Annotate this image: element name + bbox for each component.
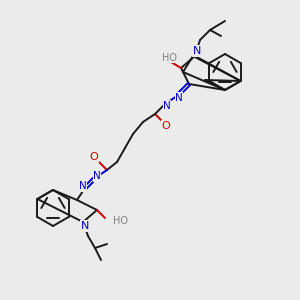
Text: N: N bbox=[93, 171, 101, 181]
Text: O: O bbox=[162, 121, 170, 131]
Text: N: N bbox=[81, 221, 89, 231]
Text: HO: HO bbox=[162, 53, 177, 63]
Text: N: N bbox=[175, 93, 183, 103]
Text: N: N bbox=[193, 46, 201, 56]
Text: O: O bbox=[162, 54, 170, 64]
Text: O: O bbox=[90, 152, 98, 162]
Text: HO: HO bbox=[113, 216, 128, 226]
Text: N: N bbox=[163, 101, 171, 111]
Text: N: N bbox=[79, 181, 87, 191]
